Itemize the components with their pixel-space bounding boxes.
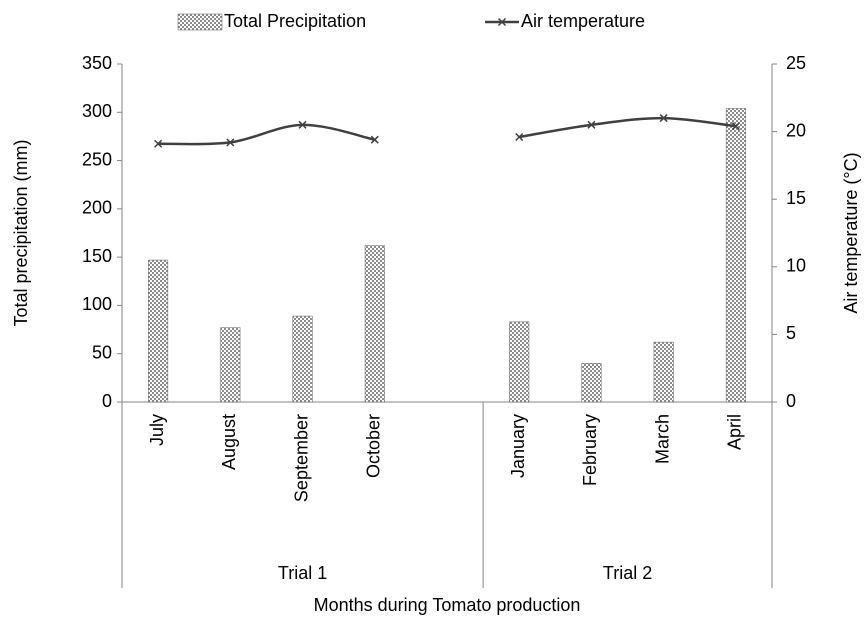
legend-marker (497, 17, 507, 27)
y2-tick-label: 0 (786, 391, 796, 411)
y-axis-title: Total precipitation (mm) (11, 139, 31, 326)
y2-axis-title: Air temperature (°C) (841, 152, 861, 313)
y2-tick-label: 25 (786, 53, 806, 73)
y-tick-label: 250 (82, 149, 112, 169)
line-marker (370, 135, 379, 144)
bar (509, 321, 530, 403)
line (158, 123, 376, 146)
x-tick-label: August (219, 414, 239, 470)
y-tick-label: 350 (82, 53, 112, 73)
y2-tick-label: 15 (786, 188, 806, 208)
line-marker (226, 138, 235, 147)
y2-tick-label: 20 (786, 120, 806, 140)
bar (220, 327, 241, 403)
bar (725, 108, 746, 403)
bar (148, 259, 169, 403)
x-tick-label: April (725, 414, 745, 450)
x-tick-label: March (652, 414, 672, 464)
y-tick-label: 300 (82, 101, 112, 121)
x-tick-label: January (508, 414, 528, 478)
y-tick-label: 50 (92, 342, 112, 362)
x-tick-label: February (580, 414, 600, 486)
legend-label: Total Precipitation (224, 11, 366, 31)
line-marker (587, 120, 596, 129)
legend-label: Air temperature (521, 11, 645, 31)
line-marker (659, 114, 668, 123)
y2-tick-label: 5 (786, 323, 796, 343)
bar (364, 245, 385, 403)
legend-swatch (177, 13, 223, 31)
x-tick-label: September (291, 414, 311, 502)
line-marker (154, 139, 163, 148)
y-tick-label: 150 (82, 246, 112, 266)
line-marker (298, 120, 307, 129)
line (519, 116, 737, 139)
group-label: Trial 2 (603, 563, 652, 583)
y-tick-label: 100 (82, 294, 112, 314)
bar (653, 341, 674, 403)
y-tick-label: 200 (82, 198, 112, 218)
y-tick-label: 0 (102, 391, 112, 411)
y2-tick-label: 10 (786, 256, 806, 276)
line-marker (731, 122, 740, 131)
bar (581, 363, 602, 403)
x-tick-label: July (147, 414, 167, 446)
group-label: Trial 1 (278, 563, 327, 583)
line-marker (515, 132, 524, 142)
x-axis-title: Months during Tomato production (314, 595, 581, 615)
x-tick-label: October (364, 414, 384, 478)
bar (292, 315, 313, 403)
